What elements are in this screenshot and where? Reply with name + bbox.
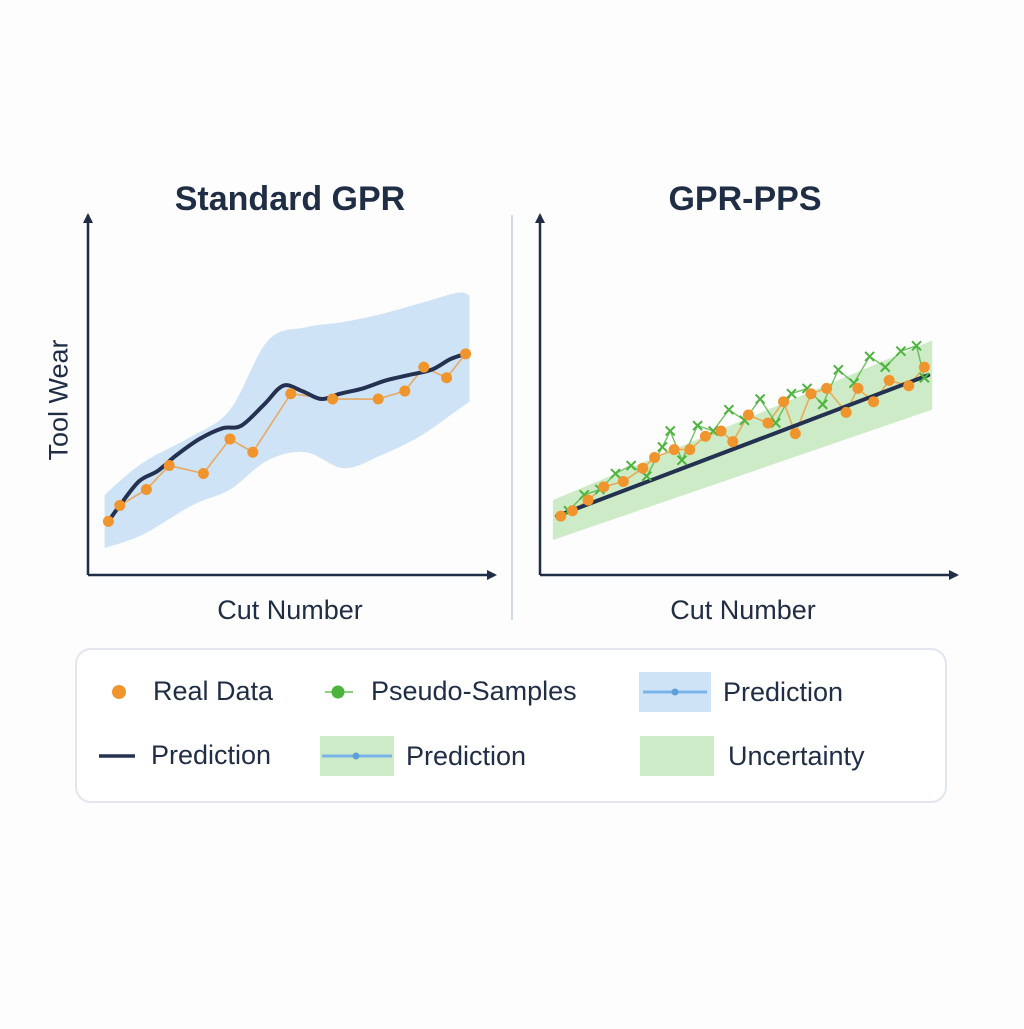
real-data-point: [555, 510, 567, 522]
real-data-point: [399, 385, 411, 397]
legend-item-prediction-blue: Prediction: [639, 672, 843, 712]
real-data-point: [372, 393, 384, 405]
legend-item-pseudo-samples: Pseudo-Samples: [323, 676, 577, 707]
real-data-point: [197, 468, 209, 480]
real-data-point: [715, 425, 727, 437]
real-data-point: [285, 388, 297, 400]
blue-band-line-icon: [639, 672, 711, 712]
legend-label-uncertainty: Uncertainty: [728, 740, 865, 771]
prediction-line-icon: [99, 753, 135, 758]
real-data-point: [649, 452, 661, 464]
x-axis-label: Cut Number: [217, 595, 363, 625]
real-data-point: [668, 444, 680, 456]
real-data-point: [805, 388, 817, 400]
real-data-point: [918, 361, 930, 373]
pseudo-sample-point: [665, 425, 676, 437]
real-data-point: [742, 409, 754, 421]
real-data-point: [418, 361, 430, 373]
legend-item-prediction-green: Prediction: [320, 736, 526, 776]
pseudo-sample-point: [692, 420, 703, 431]
real-data-point: [727, 436, 739, 448]
pseudo-sample-point: [864, 351, 875, 362]
legend-label-prediction-green: Prediction: [406, 740, 527, 771]
pseudo-sample-point: [786, 388, 797, 399]
real-data-point: [699, 430, 711, 442]
legend-item-real-data: Real Data: [107, 676, 273, 707]
prediction-line: [554, 373, 931, 519]
real-data-point: [598, 481, 610, 493]
pseudo-sample-point: [817, 399, 828, 410]
chart-title: GPR-PPS: [668, 180, 821, 218]
pseudo-sample-point: [754, 393, 766, 405]
real-data-point: [778, 396, 790, 408]
pseudo-sample-point: [676, 455, 688, 466]
green-band-icon: [640, 736, 714, 776]
legend-label-prediction-blue: Prediction: [723, 676, 844, 707]
real-data-point: [582, 494, 594, 506]
real-data-point: [762, 417, 774, 429]
real-data-point: [637, 462, 649, 474]
pseudo-sample-point: [625, 460, 637, 471]
pseudo-sample-point: [610, 468, 621, 479]
real-data-point: [163, 460, 175, 472]
real-data-point: [114, 499, 126, 511]
x-axis-label: Cut Number: [670, 595, 816, 625]
real-data-point: [224, 433, 236, 445]
real-data-point: [868, 396, 880, 408]
panel-gpr-pps: GPR-PPS Cut Number: [535, 180, 959, 625]
green-band-line-icon: [320, 736, 394, 776]
real-data-point: [821, 382, 833, 394]
real-data-point: [903, 380, 915, 392]
legend-label-pseudo-samples: Pseudo-Samples: [371, 676, 577, 706]
real-data-marker-icon: [112, 684, 126, 699]
pseudo-sample-point: [911, 340, 922, 352]
real-data-point: [102, 515, 114, 527]
uncertainty-band: [104, 292, 470, 548]
pseudo-sample-marker-icon: [325, 685, 353, 698]
pseudo-sample-point: [895, 345, 907, 357]
pseudo-sample-point: [880, 361, 891, 373]
real-data-point: [140, 483, 152, 495]
legend-item-uncertainty: Uncertainty: [640, 736, 865, 776]
uncertainty-band: [552, 340, 933, 541]
chart-title: Standard GPR: [175, 180, 405, 218]
y-axis-label: Tool Wear: [43, 339, 73, 460]
legend-label-prediction-line: Prediction: [151, 740, 272, 770]
real-data-point: [327, 393, 339, 405]
pseudo-sample-point: [770, 417, 781, 429]
pseudo-sample-point: [833, 364, 844, 375]
real-data-point: [840, 406, 852, 418]
real-data-point: [789, 428, 801, 440]
legend-item-prediction-line: Prediction: [97, 740, 271, 771]
real-data-point: [883, 374, 895, 386]
legend-label-real-data: Real Data: [153, 676, 274, 706]
real-data-point: [617, 476, 629, 487]
pseudo-sample-point: [919, 372, 930, 383]
real-data-point: [441, 372, 453, 384]
pseudo-sample-point: [723, 404, 735, 415]
legend: Real Data Pseudo-Samples Prediction Pred…: [75, 648, 947, 803]
real-data-point: [684, 444, 696, 456]
real-data-point: [247, 446, 259, 458]
real-data-point: [460, 348, 472, 360]
prediction-line: [106, 351, 468, 524]
pseudo-sample-point: [657, 441, 668, 453]
real-data-point: [566, 505, 578, 517]
panel-standard-gpr: Standard GPR Cut Number Tool Wear: [43, 180, 497, 625]
real-data-point: [852, 382, 864, 394]
